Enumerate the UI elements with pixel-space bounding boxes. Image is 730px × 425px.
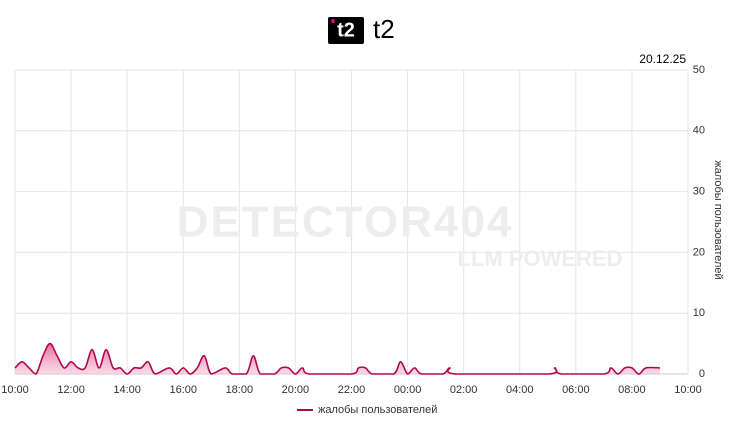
date-label: 20.12.25: [639, 52, 686, 66]
grid: [14, 69, 689, 375]
x-tick-label: 14:00: [113, 384, 141, 396]
logo-dot: [331, 19, 335, 23]
y-tick-label: 40: [693, 125, 705, 137]
area-fill: [15, 343, 660, 374]
x-tick-label: 04:00: [506, 384, 534, 396]
x-tick-label: 00:00: [394, 384, 422, 396]
logo: t2: [328, 17, 364, 44]
x-tick-label: 02:00: [450, 384, 478, 396]
legend-label: жалобы пользователей: [318, 404, 437, 416]
x-tick-label: 22:00: [338, 384, 366, 396]
y-tick-label: 20: [693, 246, 705, 258]
series-line: [14, 342, 660, 375]
watermark: DETECTOR404: [177, 198, 514, 247]
x-tick-label: 18:00: [226, 384, 254, 396]
logo-box: [328, 17, 364, 44]
chart-title: t2: [373, 14, 395, 44]
y-tick-label: 30: [693, 186, 705, 198]
x-tick-label: 12:00: [57, 384, 85, 396]
x-tick-label: 10:00: [1, 384, 29, 396]
watermark-sub: LLM POWERED: [458, 246, 623, 271]
x-tick-label: 08:00: [618, 384, 646, 396]
y-axis-label: жалобы пользователей: [712, 160, 724, 279]
x-tick-label: 06:00: [562, 384, 590, 396]
legend-item[interactable]: жалобы пользователей: [297, 404, 437, 416]
x-tick-label: 16:00: [169, 384, 197, 396]
y-tick-label: 0: [699, 368, 705, 380]
y-tick-label: 50: [693, 64, 705, 76]
y-tick-label: 10: [693, 307, 705, 319]
x-tick-label: 10:00: [674, 384, 702, 396]
x-tick-label: 20:00: [282, 384, 310, 396]
logo-text: t2: [337, 19, 355, 41]
